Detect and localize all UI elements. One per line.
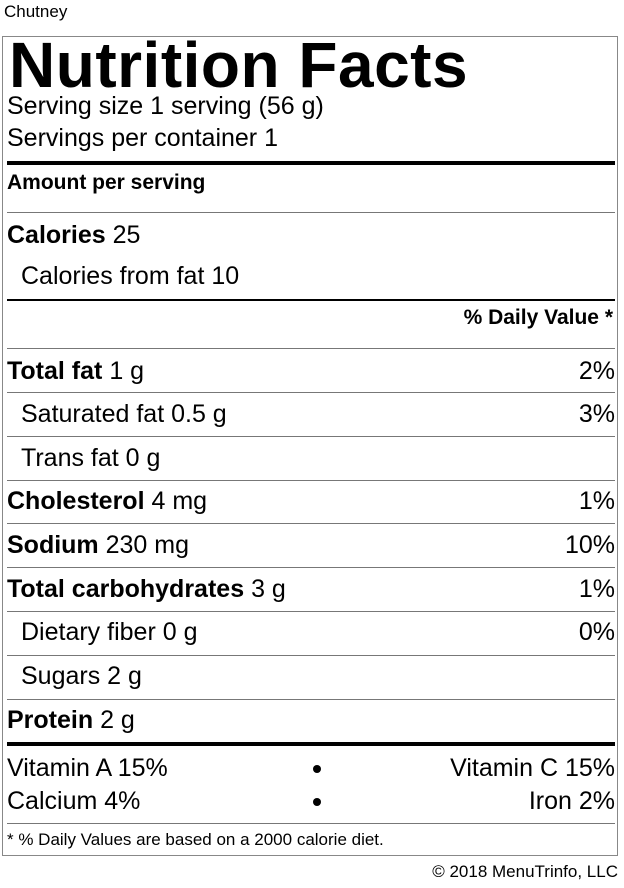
calories-from-fat-label: Calories from fat [21, 262, 205, 290]
nutrient-amount: 0 g [162, 618, 198, 646]
servings-per-container: Servings per container 1 [7, 123, 278, 153]
divider [7, 567, 615, 568]
nutrient-amount: 4 mg [151, 487, 208, 515]
nutrient-name: Sodium [7, 531, 99, 559]
nutrient-row-dietary-fiber: Dietary fiber 0 g 0% [7, 617, 615, 647]
nutrient-name: Sugars [21, 662, 101, 690]
nutrient-name: Trans fat [21, 444, 119, 472]
vitamin-row: Vitamin A 15% Vitamin C 15% [7, 753, 615, 783]
servings-per-container-value: 1 [264, 124, 278, 152]
divider-thick [7, 742, 615, 746]
nutrient-daily-value: 3% [578, 400, 615, 428]
nutrition-label: Nutrition Facts Serving size 1 serving (… [2, 29, 618, 856]
calories-from-fat-value: 10 [211, 262, 240, 290]
nutrient-row-cholesterol: Cholesterol 4 mg 1% [7, 486, 615, 516]
calories-row: Calories 25 [7, 220, 140, 250]
nutrient-amount: 2 g [107, 662, 142, 690]
nutrient-amount: 3 g [251, 575, 286, 603]
calories-value: 25 [112, 221, 141, 249]
serving-size-value: 1 serving (56 g) [150, 92, 324, 120]
label-title: Nutrition Facts [9, 29, 469, 101]
divider [7, 823, 615, 824]
servings-per-container-label: Servings per container [7, 124, 258, 152]
divider [7, 523, 615, 524]
serving-size: Serving size 1 serving (56 g) [7, 91, 324, 121]
bullet-dot [313, 765, 321, 773]
calories-from-fat-row: Calories from fat 10 [21, 261, 239, 291]
nutrient-row-sodium: Sodium 230 mg 10% [7, 530, 615, 560]
nutrient-row-trans-fat: Trans fat 0 g [7, 443, 615, 473]
nutrient-row-protein: Protein 2 g [7, 705, 615, 735]
nutrient-daily-value: 10% [564, 531, 615, 559]
vitamin-left: Vitamin A 15% [7, 754, 168, 782]
nutrient-name: Dietary fiber [21, 618, 156, 646]
divider [7, 611, 615, 612]
divider [7, 699, 615, 700]
nutrient-amount: 230 mg [105, 531, 190, 559]
divider [7, 436, 615, 437]
footnote: * % Daily Values are based on a 2000 cal… [7, 830, 384, 849]
nutrient-amount: 0.5 g [171, 400, 227, 428]
nutrient-daily-value: 1% [578, 575, 615, 603]
product-name: Chutney [4, 2, 68, 21]
divider [7, 348, 615, 349]
vitamin-left: Calcium 4% [7, 787, 141, 815]
nutrient-amount: 2 g [100, 706, 135, 734]
nutrient-row-total-fat: Total fat 1 g 2% [7, 356, 615, 386]
vitamin-right: Iron 2% [528, 787, 615, 815]
nutrient-row-total-carbohydrates: Total carbohydrates 3 g 1% [7, 574, 615, 604]
bullet-dot [313, 798, 321, 806]
divider-medium [7, 299, 615, 301]
nutrient-amount: 0 g [125, 444, 161, 472]
divider [7, 392, 615, 393]
divider [7, 655, 615, 656]
nutrient-row-sugars: Sugars 2 g [7, 661, 615, 691]
nutrient-name: Protein [7, 706, 94, 734]
nutrient-name: Total carbohydrates [7, 575, 245, 603]
divider [7, 480, 615, 481]
serving-size-label: Serving size [7, 92, 144, 120]
daily-value-header: % Daily Value * [463, 306, 613, 329]
nutrient-row-saturated-fat: Saturated fat 0.5 g 3% [7, 399, 615, 429]
nutrient-amount: 1 g [109, 357, 145, 385]
divider-thick [7, 161, 615, 165]
nutrient-daily-value: 0% [578, 618, 615, 646]
calories-label: Calories [7, 221, 106, 249]
nutrient-name: Cholesterol [7, 487, 145, 515]
vitamin-row: Calcium 4% Iron 2% [7, 786, 615, 816]
vitamin-right: Vitamin C 15% [450, 754, 615, 782]
amount-per-serving: Amount per serving [7, 171, 206, 194]
divider [7, 212, 615, 213]
nutrient-name: Total fat [7, 357, 103, 385]
copyright: © 2018 MenuTrinfo, LLC [432, 862, 618, 881]
nutrient-name: Saturated fat [21, 400, 165, 428]
nutrient-daily-value: 1% [578, 487, 615, 515]
nutrient-daily-value: 2% [578, 357, 615, 385]
